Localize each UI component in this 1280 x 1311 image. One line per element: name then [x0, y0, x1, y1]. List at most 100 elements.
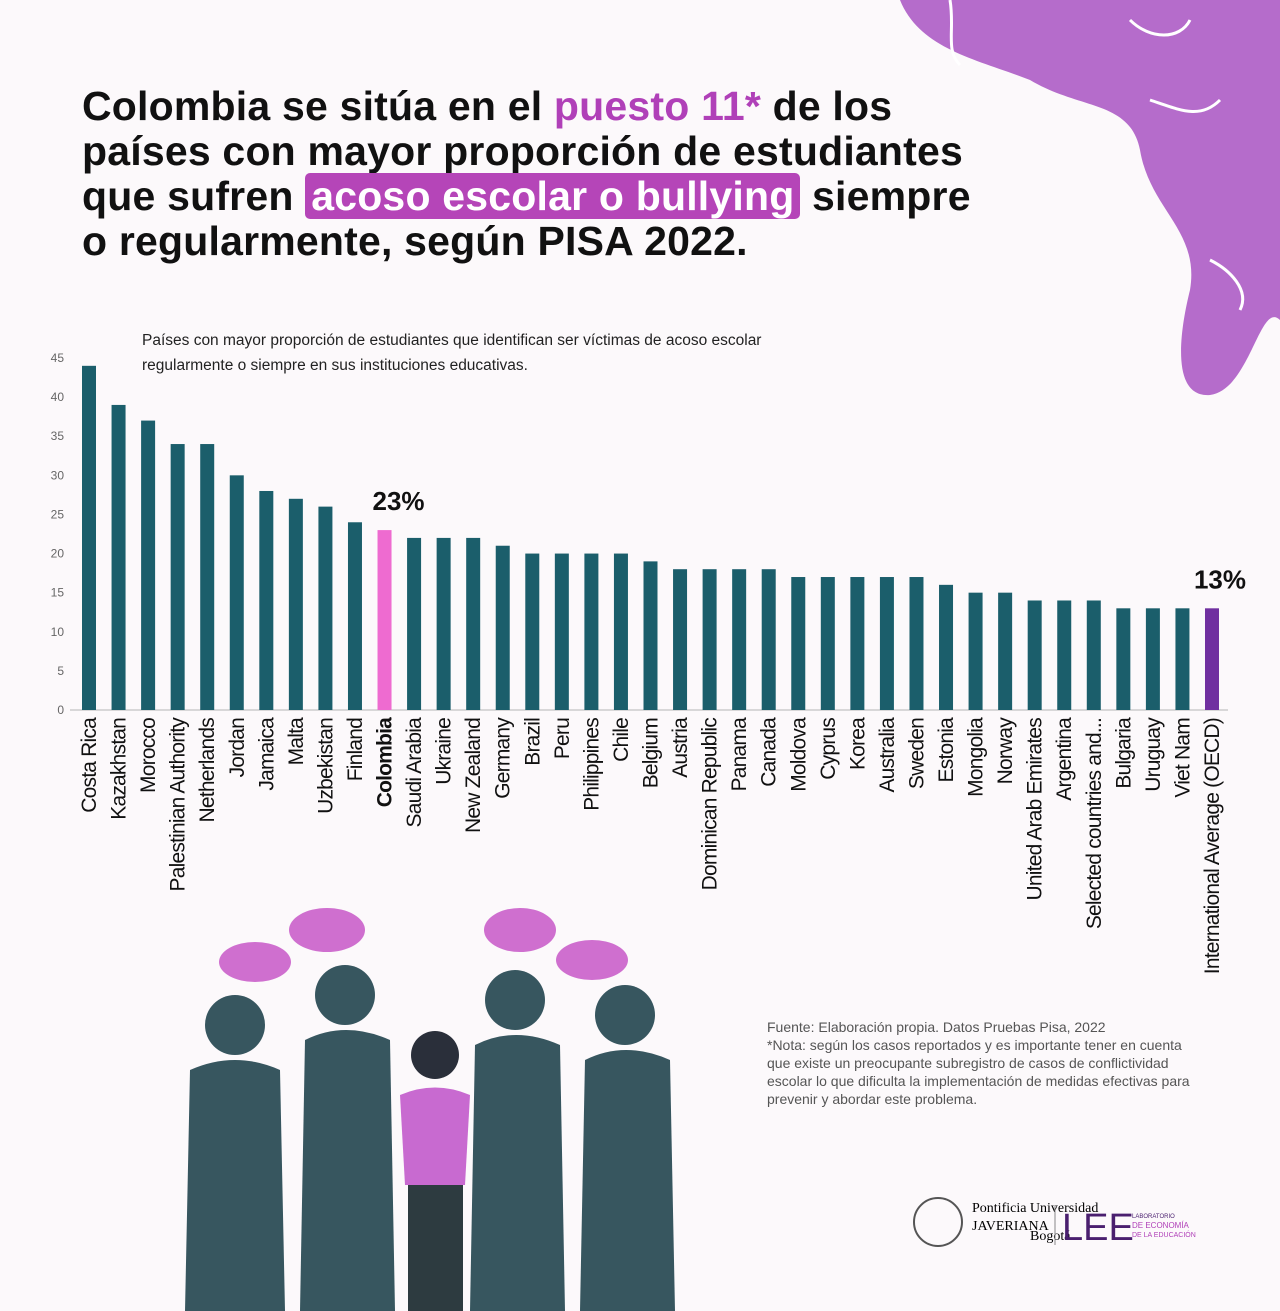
bar: [318, 506, 333, 710]
bar: [850, 577, 865, 710]
javeriana-seal-icon: [913, 1197, 963, 1247]
data-label: 23%: [373, 486, 425, 516]
bar: [702, 569, 717, 710]
bar: [909, 577, 924, 710]
bar: [939, 584, 954, 710]
logo-text: LABORATORIO: [1132, 1214, 1175, 1220]
bar: [229, 475, 244, 710]
bar: [466, 537, 481, 710]
logo-text: DE LA EDUCACIÓN: [1132, 1230, 1196, 1239]
x-tick-label: Norway: [994, 717, 1017, 785]
x-tick-label: Belgium: [640, 718, 663, 789]
x-tick-label: United Arab Emirates: [1024, 718, 1047, 901]
bar: [377, 530, 392, 710]
y-tick-label: 30: [51, 468, 65, 482]
bar: [141, 420, 156, 710]
x-tick-label: Philippines: [580, 718, 603, 811]
source-text: Fuente: Elaboración propia. Datos Prueba…: [767, 1019, 1106, 1035]
x-tick-label: New Zealand: [462, 718, 485, 833]
x-tick-label: Bulgaria: [1112, 717, 1135, 789]
logo-text: JAVERIANA: [972, 1219, 1050, 1234]
bar: [1027, 600, 1042, 710]
bar: [1175, 608, 1190, 710]
title-text: de los países con mayor proporción de es…: [82, 83, 964, 219]
bar: [525, 553, 540, 710]
bar: [732, 569, 747, 710]
x-tick-label: Netherlands: [196, 718, 219, 823]
y-tick-label: 10: [51, 625, 65, 639]
x-tick-label: Chile: [610, 718, 633, 762]
bar: [170, 444, 185, 710]
x-tick-label: Sweden: [905, 718, 928, 789]
y-tick-label: 25: [51, 507, 65, 521]
bar: [820, 577, 835, 710]
bar: [643, 561, 658, 710]
chart-subtitle: Países con mayor proporción de estudiant…: [142, 332, 762, 374]
bar: [879, 577, 894, 710]
x-tick-label: Selected countries and...: [1083, 718, 1106, 929]
x-tick-label: Jamaica: [255, 717, 278, 791]
x-tick-label: Germany: [492, 717, 515, 799]
x-tick-label: Finland: [344, 718, 367, 781]
logo-text: Pontificia Universidad: [972, 1201, 1098, 1216]
x-tick-label: Brazil: [521, 718, 544, 766]
bar: [554, 553, 569, 710]
bar: [1116, 608, 1131, 710]
bar: [584, 553, 599, 710]
x-tick-label: Australia: [876, 717, 899, 793]
bar: [347, 522, 362, 710]
data-label: 13%: [1194, 564, 1246, 594]
logos: Pontificia Universidad JAVERIANA Bogotá …: [913, 1197, 1196, 1249]
x-tick-label: Jordan: [226, 718, 249, 778]
x-tick-label: Canada: [758, 717, 781, 787]
bar: [200, 444, 215, 710]
x-tick-label: Mongolia: [965, 717, 988, 797]
bar: [1145, 608, 1160, 710]
x-tick-label: Saudi Arabia: [403, 717, 426, 828]
bar: [436, 537, 451, 710]
x-tick-label: Malta: [285, 717, 308, 765]
y-tick-label: 40: [51, 390, 65, 404]
x-tick-label: Cyprus: [817, 718, 840, 780]
x-tick-label: Kazakhstan: [108, 718, 131, 820]
bar: [1205, 608, 1219, 710]
y-tick-label: 35: [51, 429, 65, 443]
x-tick-label: Argentina: [1053, 717, 1076, 801]
people-illustration: [185, 908, 675, 1311]
bar: [673, 569, 688, 710]
x-tick-label: Estonia: [935, 717, 958, 783]
y-tick-label: 15: [51, 586, 65, 600]
bar: [761, 569, 776, 710]
bar: [82, 365, 96, 710]
x-tick-label: Colombia: [374, 717, 397, 807]
bar: [495, 545, 510, 710]
x-tick-label: Dominican Republic: [699, 718, 722, 891]
bar: [968, 592, 983, 710]
bar: [1057, 600, 1072, 710]
x-tick-label: Korea: [846, 717, 869, 770]
bar: [998, 592, 1013, 710]
y-tick-label: 45: [51, 351, 65, 365]
bar: [1086, 600, 1101, 710]
bar: [288, 498, 303, 710]
bar: [613, 553, 628, 710]
y-tick-label: 0: [57, 703, 64, 717]
bar: [407, 537, 422, 710]
x-tick-label: Viet Nam: [1171, 718, 1194, 798]
logo-text: DE ECONOMÍA: [1132, 1221, 1190, 1230]
lee-logo: LEE: [1062, 1207, 1134, 1249]
footnote-text: *Nota: según los casos reportados y es i…: [767, 1037, 1190, 1107]
bar: [259, 490, 274, 710]
title-highlight-bullying: acoso escolar o bullying: [305, 173, 801, 219]
title-highlight-rank: puesto 11*: [553, 83, 761, 129]
bar-chart: 0 5 10 15 20 25 30 35 40 45 Costa Rica Kazakhstan Mo…: [51, 351, 1246, 974]
page-title: Colombia se sitúa en el puesto 11* de lo…: [82, 84, 982, 264]
x-tick-label: Peru: [551, 718, 574, 759]
x-tick-label: Panama: [728, 717, 751, 792]
x-tick-label: International Average (OECD): [1201, 718, 1224, 974]
y-tick-label: 20: [51, 547, 65, 561]
x-tick-label: Morocco: [137, 718, 160, 793]
x-tick-label: Palestinian Authority: [167, 717, 190, 892]
y-tick-label: 5: [57, 664, 64, 678]
title-text: Colombia se sitúa en el: [82, 83, 554, 129]
